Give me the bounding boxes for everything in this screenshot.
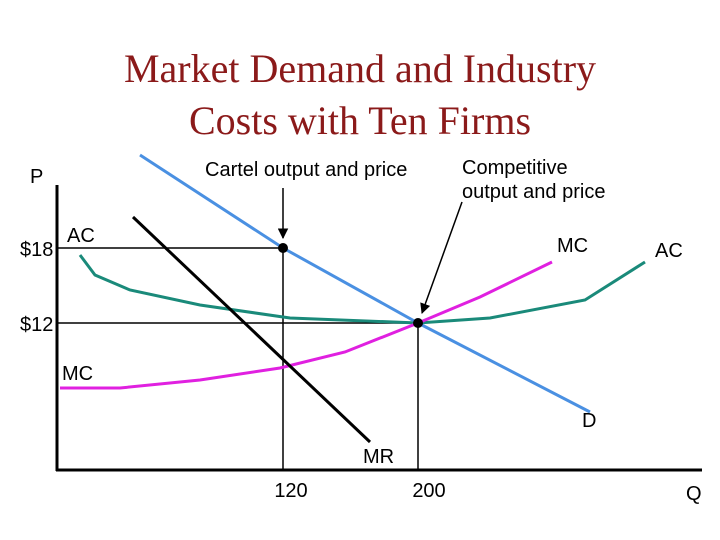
arrow <box>420 201 463 314</box>
title-line: Market Demand and Industry <box>124 46 596 91</box>
annotation: Cartel output and price <box>205 159 407 181</box>
annotation: Competitive <box>462 157 568 179</box>
title-line: Costs with Ten Firms <box>189 98 531 143</box>
x-tick-label: 200 <box>412 480 445 502</box>
curve-label: MC <box>62 363 93 385</box>
y-tick-label: $12 <box>20 314 53 336</box>
curve-label: AC <box>67 225 95 247</box>
x-label: Q <box>686 483 702 505</box>
curve-label: D <box>582 410 596 432</box>
demand-curve <box>139 153 591 414</box>
x-tick-label: 120 <box>274 480 307 502</box>
ac-curve <box>78 254 646 325</box>
curve-label: MR <box>363 446 394 468</box>
competitive-point <box>413 318 423 328</box>
curve-label: MC <box>557 235 588 257</box>
curve-label: AC <box>655 240 683 262</box>
cartel-point <box>278 243 288 253</box>
mc-curve <box>60 260 553 390</box>
axes <box>55 185 702 472</box>
annotation: output and price <box>462 181 605 203</box>
y-tick-label: $18 <box>20 239 53 261</box>
mr-curve <box>131 215 372 444</box>
y-label: P <box>30 166 43 188</box>
